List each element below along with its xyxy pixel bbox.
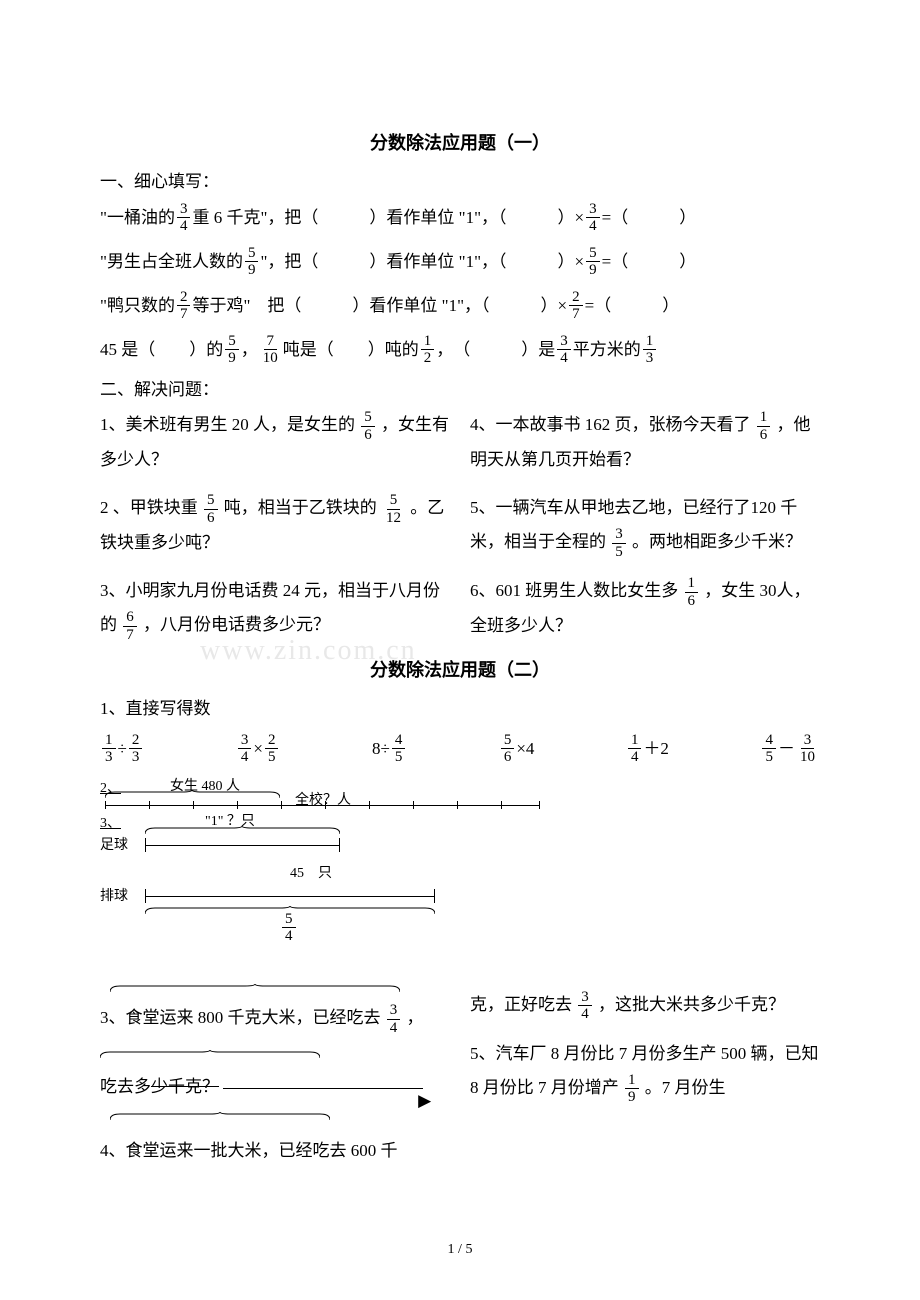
text: =（ ） — [585, 293, 680, 319]
fraction-1-2: 12 — [421, 333, 435, 367]
calc-head: 1、直接写得数 — [100, 696, 820, 722]
page-number: 1 / 5 — [448, 1239, 473, 1260]
text: ， （ ）是 — [436, 337, 555, 363]
fraction-2-7: 27 — [177, 289, 191, 323]
brace-icon — [110, 1112, 330, 1122]
problem-4: 4、一本故事书 162 页，张杨今天看了 16 ，他明天从第几页开始看？ — [470, 408, 820, 477]
problem-p4r: 克，正好吃去 34 ，这批大米共多少千克？ — [470, 988, 820, 1023]
fill-line-3: "鸭只数的 27 等于鸡" 把（ ）看作单位 "1"，（ ）× 27 =（ ） — [100, 289, 820, 323]
q3-label: 3、 — [100, 813, 121, 834]
fill-line-4: 45 是（ ）的 59 ， 710 吨是（ ）吨的 12 ， （ ）是 34 平… — [100, 333, 820, 367]
fraction-3-4: 34 — [387, 1002, 401, 1036]
calc-row: 13 ÷ 23 34 × 25 8÷ 45 56 ×4 14 ＋2 45 － 3… — [100, 732, 820, 766]
fraction-7-10: 710 — [260, 333, 281, 367]
balls-45-label: 45 只 — [290, 863, 332, 884]
problem-1: 1、美术班有男生 20 人，是女生的 56 ，女生有多少人？ — [100, 408, 450, 477]
problem-3: 3、小明家九月份电话费 24 元，相当于八月份的 67 ，八月份电话费多少元？ — [100, 574, 450, 643]
text: "，把（ ）看作单位 "1"，（ ）× — [260, 249, 584, 275]
fraction-1-6: 16 — [757, 409, 771, 443]
fraction-6-7: 67 — [123, 609, 137, 643]
problem-5: 5、一辆汽车从甲地去乙地，已经行了120 千米，相当于全程的 35 。两地相距多… — [470, 491, 820, 560]
fill-line-2: "男生占全班人数的 59 "，把（ ）看作单位 "1"，（ ）× 59 =（ ） — [100, 245, 820, 279]
fraction-5-9: 59 — [225, 333, 239, 367]
text: 重 6 千克"，把（ ）看作单位 "1"，（ ）× — [192, 205, 584, 231]
fraction-1-6: 16 — [685, 575, 699, 609]
fraction-5-6: 56 — [361, 409, 375, 443]
right-col: 4、一本故事书 162 页，张杨今天看了 16 ，他明天从第几页开始看？ 5、一… — [470, 408, 820, 657]
fraction-3-4: 34 — [578, 989, 592, 1023]
brace-icon — [100, 1050, 320, 1060]
volleyball-line — [145, 896, 435, 897]
fraction-3-4: 34 — [586, 201, 600, 235]
fraction-1-9: 19 — [625, 1072, 639, 1106]
text: 平方米的 — [573, 337, 641, 363]
left-col-2: 3、食堂运来 800 千克大米，已经吃去 34 ， 吃去多少千克？ ▶ 4、食堂… — [100, 976, 450, 1182]
fraction-3-4: 34 — [557, 333, 571, 367]
text: 45 是（ ）的 — [100, 337, 223, 363]
fill-line-1: "一桶油的 34 重 6 千克"，把（ ）看作单位 "1"，（ ）× 34 =（… — [100, 201, 820, 235]
title-1: 分数除法应用题（一） — [100, 130, 820, 157]
calc-6: 45 － 310 — [760, 732, 820, 766]
brace-icon — [110, 984, 400, 994]
fraction-5-6: 56 — [204, 492, 218, 526]
text: "一桶油的 — [100, 205, 175, 231]
text: "鸭只数的 — [100, 293, 175, 319]
fraction-5-9: 59 — [245, 245, 259, 279]
problem-p3: 3、食堂运来 800 千克大米，已经吃去 34 ， 吃去多少千克？ ▶ — [100, 1001, 450, 1104]
problems-two-col-2: 3、食堂运来 800 千克大米，已经吃去 34 ， 吃去多少千克？ ▶ 4、食堂… — [100, 976, 820, 1182]
calc-2: 34 × 25 — [236, 732, 281, 766]
text: =（ ） — [602, 249, 697, 275]
text: 吨是（ ）吨的 — [283, 337, 419, 363]
title-2: 分数除法应用题（二） — [100, 657, 820, 684]
left-col: 1、美术班有男生 20 人，是女生的 56 ，女生有多少人？ 2 、甲铁块重 5… — [100, 408, 450, 657]
calc-1: 13 ÷ 23 — [100, 732, 144, 766]
problem-2: 2 、甲铁块重 56 吨，相当于乙铁块的 512 。乙铁块重多少吨？ — [100, 491, 450, 560]
fraction-5-9: 59 — [586, 245, 600, 279]
problem-6: 6、601 班男生人数比女生多 16 ，女生 30人，全班多少人？ — [470, 574, 820, 643]
fraction-2-7: 27 — [569, 289, 583, 323]
fraction-3-4: 34 — [177, 201, 191, 235]
text: "男生占全班人数的 — [100, 249, 243, 275]
fraction-5-4: 54 — [282, 911, 296, 945]
text: 等于鸡" 把（ ）看作单位 "1"，（ ）× — [192, 293, 567, 319]
right-col-2: 克，正好吃去 34 ，这批大米共多少千克？ 5、汽车厂 8 月份比 7 月份多生… — [470, 976, 820, 1182]
problem-p4: 4、食堂运来一批大米，已经吃去 600 千 — [100, 1134, 450, 1168]
football-label: 足球 — [100, 835, 128, 856]
brace-icon — [145, 826, 340, 836]
calc-5: 14 ＋2 — [626, 732, 669, 766]
volleyball-label: 排球 — [100, 886, 128, 907]
content-wrapper: 分数除法应用题（一） 一、细心填写： "一桶油的 34 重 6 千克"，把（ ）… — [100, 130, 820, 1182]
football-line — [145, 845, 340, 846]
problem-p5: 5、汽车厂 8 月份比 7 月份多生产 500 辆，已知 8 月份比 7 月份增… — [470, 1037, 820, 1106]
brace-icon — [105, 790, 280, 800]
fraction-5-12: 512 — [383, 492, 404, 526]
section-2-head: 二、解决问题： — [100, 377, 820, 403]
section-1-head: 一、细心填写： — [100, 169, 820, 195]
fraction-1-3: 13 — [643, 333, 657, 367]
text: ， — [241, 337, 258, 363]
text: =（ ） — [602, 205, 697, 231]
diagram-area: 2、 女生 480 人 全校？人 3、 "1" ？只 足球 45 只 排球 54 — [100, 778, 820, 928]
calc-3: 8÷ 45 — [372, 732, 407, 766]
calc-4: 56 ×4 — [499, 732, 535, 766]
fraction-3-5: 35 — [612, 526, 626, 560]
problems-two-col: 1、美术班有男生 20 人，是女生的 56 ，女生有多少人？ 2 、甲铁块重 5… — [100, 408, 820, 657]
school-label: 全校？人 — [295, 790, 351, 811]
